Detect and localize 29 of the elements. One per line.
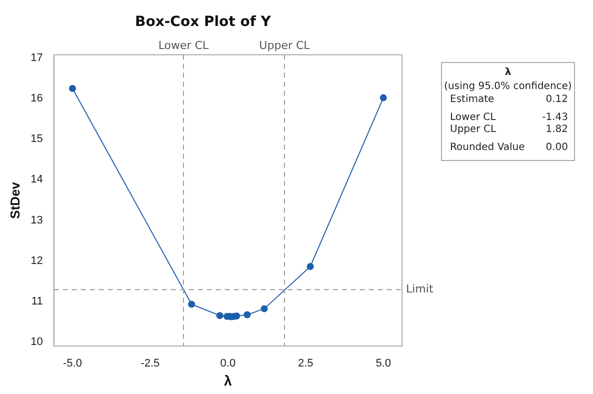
text: (using 95.0% confidence) [443,80,573,94]
ref-line-label: Lower CL [158,39,210,52]
x-tick-label: -5.0 [63,358,82,370]
y-tick-label: 16 [30,92,43,105]
ref-line-label: Limit [406,282,434,296]
x-tick-label: -2.5 [140,358,160,370]
y-tick-label: 12 [30,254,43,267]
text: λ [504,66,512,80]
y-tick-label: 13 [30,214,43,226]
x-axis-title: λ [224,372,232,388]
y-tick-label: 11 [31,295,43,308]
text: Rounded Value [450,142,525,154]
text: 0.00 [546,142,568,154]
text: 0.12 [546,94,568,106]
ref-line-label: Upper CL [259,39,311,52]
y-tick-label: 15 [30,133,43,146]
text: Estimate [450,94,494,106]
x-tick-label: 2.5 [298,358,314,370]
text: 1.82 [546,124,568,136]
y-tick-label: 14 [30,174,43,186]
x-tick-label: 0.0 [220,358,236,370]
y-tick-label: 10 [30,336,43,348]
y-tick-label: 17 [30,52,43,64]
text: Lower CL [450,112,496,124]
x-tick-label: 5.0 [376,358,391,370]
y-axis-title: StDev [7,181,22,219]
chart-title: Box-Cox Plot of Y [135,14,272,30]
text: Upper CL [450,124,496,136]
text: -1.43 [542,112,568,124]
